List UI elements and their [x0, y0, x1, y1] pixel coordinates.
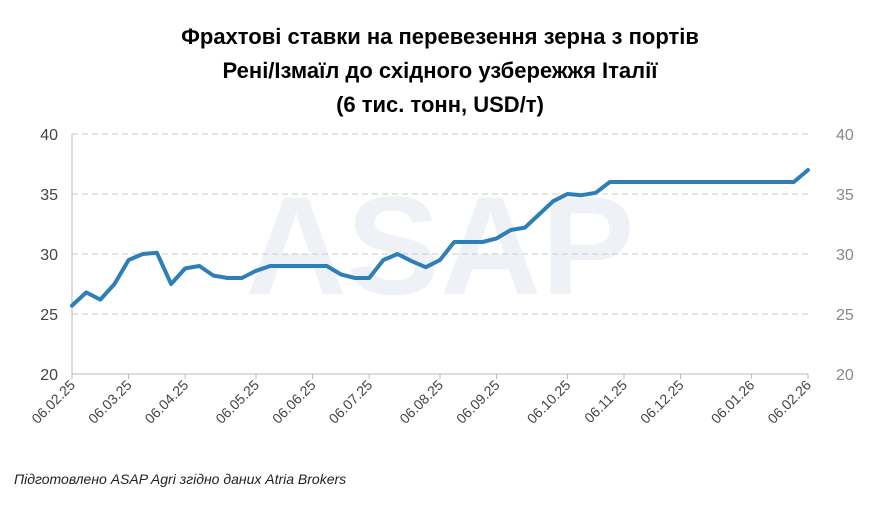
x-tick-label: 06.06.25 [269, 377, 319, 427]
x-tick-label: 06.05.25 [212, 377, 262, 427]
x-tick-label: 06.10.25 [524, 377, 574, 427]
chart-title: (6 тис. тонн, USD/т) [336, 92, 544, 117]
y-tick-label: 35 [40, 187, 58, 204]
y2-tick-label: 30 [836, 247, 854, 264]
x-tick-label: 06.11.25 [581, 377, 630, 426]
x-tick-label: 06.09.25 [453, 377, 503, 427]
y2-tick-label: 25 [836, 307, 854, 324]
y2-tick-label: 40 [836, 127, 854, 144]
x-tick-label: 06.12.25 [637, 377, 687, 427]
y-tick-label: 20 [40, 367, 58, 384]
watermark: ASAP [246, 167, 635, 324]
chart-title: Фрахтові ставки на перевезення зерна з п… [181, 24, 699, 49]
x-tick-label: 06.02.26 [764, 377, 814, 427]
footnote: Підготовлено ASAP Agri згідно даних Atri… [14, 471, 346, 487]
y-tick-label: 40 [40, 127, 58, 144]
y-tick-label: 25 [40, 307, 58, 324]
x-tick-label: 06.08.25 [396, 377, 446, 427]
x-tick-label: 06.01.26 [708, 377, 758, 427]
y-tick-label: 30 [40, 247, 58, 264]
chart-title: Рені/Ізмаїл до східного узбережжя Італії [223, 58, 659, 83]
x-tick-label: 06.03.25 [85, 377, 135, 427]
y2-tick-label: 35 [836, 187, 854, 204]
line-series [70, 168, 810, 308]
x-tick-label: 06.02.25 [28, 377, 78, 427]
x-tick-label: 06.04.25 [142, 377, 192, 427]
y2-tick-label: 20 [836, 367, 854, 384]
x-tick-label: 06.07.25 [326, 377, 376, 427]
